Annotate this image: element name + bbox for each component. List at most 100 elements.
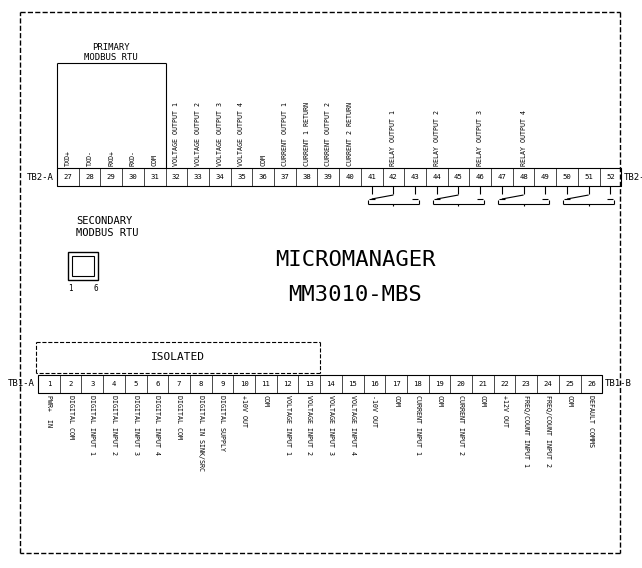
Text: TB1-B: TB1-B bbox=[605, 379, 632, 389]
Text: -10V OUT: -10V OUT bbox=[371, 395, 377, 427]
Bar bbox=[38, 375, 602, 393]
Text: 10: 10 bbox=[239, 381, 248, 387]
Text: CURRENT OUTPUT 1: CURRENT OUTPUT 1 bbox=[282, 102, 288, 166]
Text: TXD+: TXD+ bbox=[65, 150, 71, 166]
Text: VOLTAGE INPUT 3: VOLTAGE INPUT 3 bbox=[328, 395, 334, 455]
Text: 43: 43 bbox=[411, 174, 419, 180]
Text: 38: 38 bbox=[302, 174, 311, 180]
Text: VOLTAGE INPUT 1: VOLTAGE INPUT 1 bbox=[284, 395, 291, 455]
Text: 11: 11 bbox=[261, 381, 270, 387]
Text: MM3010-MBS: MM3010-MBS bbox=[288, 285, 422, 305]
Text: 15: 15 bbox=[348, 381, 357, 387]
Text: 1: 1 bbox=[68, 284, 73, 293]
Text: 36: 36 bbox=[259, 174, 268, 180]
Text: COM: COM bbox=[263, 395, 269, 407]
Text: DIGITAL SUPPLY: DIGITAL SUPPLY bbox=[220, 395, 225, 451]
Text: 6: 6 bbox=[155, 381, 160, 387]
Text: TB2-A: TB2-A bbox=[27, 173, 54, 182]
Text: 19: 19 bbox=[435, 381, 444, 387]
Text: DIGITAL INPUT 1: DIGITAL INPUT 1 bbox=[89, 395, 95, 455]
Text: 29: 29 bbox=[107, 174, 116, 180]
Text: RELAY OUTPUT 4: RELAY OUTPUT 4 bbox=[521, 110, 526, 166]
Text: 41: 41 bbox=[367, 174, 376, 180]
Text: DIGITAL COM: DIGITAL COM bbox=[176, 395, 182, 439]
Text: VOLTAGE OUTPUT 3: VOLTAGE OUTPUT 3 bbox=[217, 102, 223, 166]
Text: 30: 30 bbox=[128, 174, 137, 180]
Text: 4: 4 bbox=[112, 381, 116, 387]
Text: PRIMARY
MODBUS RTU: PRIMARY MODBUS RTU bbox=[84, 43, 138, 62]
Text: 37: 37 bbox=[281, 174, 290, 180]
Text: DIGITAL INPUT 4: DIGITAL INPUT 4 bbox=[154, 395, 160, 455]
Text: 50: 50 bbox=[562, 174, 571, 180]
Text: CURRENT OUTPUT 2: CURRENT OUTPUT 2 bbox=[325, 102, 331, 166]
Text: DIGITAL INPUT 2: DIGITAL INPUT 2 bbox=[111, 395, 117, 455]
Text: COM: COM bbox=[260, 154, 266, 166]
Text: VOLTAGE INPUT 2: VOLTAGE INPUT 2 bbox=[306, 395, 312, 455]
Text: 14: 14 bbox=[327, 381, 335, 387]
Text: MICROMANAGER: MICROMANAGER bbox=[275, 250, 435, 270]
Text: VOLTAGE OUTPUT 1: VOLTAGE OUTPUT 1 bbox=[173, 102, 179, 166]
Text: 23: 23 bbox=[522, 381, 531, 387]
Text: TXD-: TXD- bbox=[87, 150, 92, 166]
Text: COM: COM bbox=[152, 154, 158, 166]
Text: 46: 46 bbox=[476, 174, 485, 180]
Text: 51: 51 bbox=[584, 174, 593, 180]
Text: FREQ/COUNT INPUT 2: FREQ/COUNT INPUT 2 bbox=[545, 395, 551, 467]
Text: COM: COM bbox=[567, 395, 573, 407]
Text: +12V OUT: +12V OUT bbox=[501, 395, 508, 427]
Text: 39: 39 bbox=[324, 174, 333, 180]
Text: 33: 33 bbox=[194, 174, 202, 180]
Bar bbox=[72, 256, 94, 276]
Text: DIGITAL IN SINK/SRC: DIGITAL IN SINK/SRC bbox=[198, 395, 204, 471]
Text: 21: 21 bbox=[478, 381, 487, 387]
Text: 8: 8 bbox=[198, 381, 203, 387]
Text: 27: 27 bbox=[64, 174, 72, 180]
Text: 1: 1 bbox=[47, 381, 51, 387]
Text: 22: 22 bbox=[500, 381, 509, 387]
Text: RXD+: RXD+ bbox=[108, 150, 114, 166]
Text: 26: 26 bbox=[587, 381, 596, 387]
Text: VOLTAGE OUTPUT 2: VOLTAGE OUTPUT 2 bbox=[195, 102, 201, 166]
Text: COM: COM bbox=[480, 395, 486, 407]
Text: ISOLATED: ISOLATED bbox=[151, 353, 205, 362]
Text: 17: 17 bbox=[392, 381, 401, 387]
Text: 42: 42 bbox=[389, 174, 398, 180]
Text: 6: 6 bbox=[93, 284, 98, 293]
Text: 45: 45 bbox=[454, 174, 463, 180]
Text: CURRENT 1 RETURN: CURRENT 1 RETURN bbox=[304, 102, 309, 166]
Text: 47: 47 bbox=[498, 174, 507, 180]
Text: 24: 24 bbox=[544, 381, 552, 387]
Text: 9: 9 bbox=[220, 381, 225, 387]
Text: RELAY OUTPUT 2: RELAY OUTPUT 2 bbox=[434, 110, 440, 166]
Bar bbox=[57, 168, 621, 186]
Text: 31: 31 bbox=[150, 174, 159, 180]
Text: RELAY OUTPUT 1: RELAY OUTPUT 1 bbox=[390, 110, 396, 166]
Text: 48: 48 bbox=[519, 174, 528, 180]
Text: CURRENT 2 RETURN: CURRENT 2 RETURN bbox=[347, 102, 353, 166]
Text: 3: 3 bbox=[90, 381, 94, 387]
Text: 5: 5 bbox=[134, 381, 138, 387]
Text: 18: 18 bbox=[413, 381, 422, 387]
Text: 32: 32 bbox=[172, 174, 181, 180]
Text: RELAY OUTPUT 3: RELAY OUTPUT 3 bbox=[477, 110, 483, 166]
Text: 7: 7 bbox=[177, 381, 181, 387]
Text: 49: 49 bbox=[541, 174, 550, 180]
Text: TB2-B: TB2-B bbox=[624, 173, 642, 182]
Text: 52: 52 bbox=[606, 174, 615, 180]
Text: VOLTAGE OUTPUT 4: VOLTAGE OUTPUT 4 bbox=[238, 102, 245, 166]
Bar bbox=[68, 252, 98, 280]
Text: 2: 2 bbox=[68, 381, 73, 387]
Text: 20: 20 bbox=[456, 381, 465, 387]
Text: 35: 35 bbox=[237, 174, 246, 180]
Text: DIGITAL COM: DIGITAL COM bbox=[67, 395, 74, 439]
Text: PWR+  IN: PWR+ IN bbox=[46, 395, 52, 427]
Text: 40: 40 bbox=[345, 174, 354, 180]
Text: SECONDARY
MODBUS RTU: SECONDARY MODBUS RTU bbox=[76, 216, 139, 237]
Text: COM: COM bbox=[393, 395, 399, 407]
Text: 34: 34 bbox=[215, 174, 224, 180]
Text: 25: 25 bbox=[565, 381, 574, 387]
Text: 44: 44 bbox=[432, 174, 441, 180]
Text: +10V OUT: +10V OUT bbox=[241, 395, 247, 427]
Text: CURRENT INPUT 2: CURRENT INPUT 2 bbox=[458, 395, 464, 455]
Text: DIGITAL INPUT 3: DIGITAL INPUT 3 bbox=[133, 395, 139, 455]
